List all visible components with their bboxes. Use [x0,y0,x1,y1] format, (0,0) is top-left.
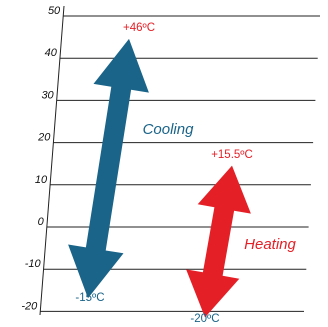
tick-label: -10 [25,258,42,270]
tick-label: 30 [41,89,54,101]
cooling-label: Cooling [143,121,195,138]
heating-range-arrow [186,165,251,318]
tick-label: 0 [38,216,45,228]
tick-label: 50 [48,5,61,17]
tick-label: 10 [35,174,48,186]
heating-max-label: +15.5ºC [211,149,253,161]
heating-min-label: -20ºC [190,313,219,325]
cooling-max-label: +46ºC [123,22,155,34]
cooling-min-label: -15ºC [75,292,104,304]
tick-label: 40 [45,47,58,59]
tick-label: 20 [37,132,51,144]
tick-labels: 50 40 30 20 10 0 -10 -20 [21,5,61,312]
temperature-axis [39,5,65,316]
tick-label: -20 [21,300,38,312]
heating-label: Heating [244,236,296,253]
cooling-range-arrow [68,38,149,299]
